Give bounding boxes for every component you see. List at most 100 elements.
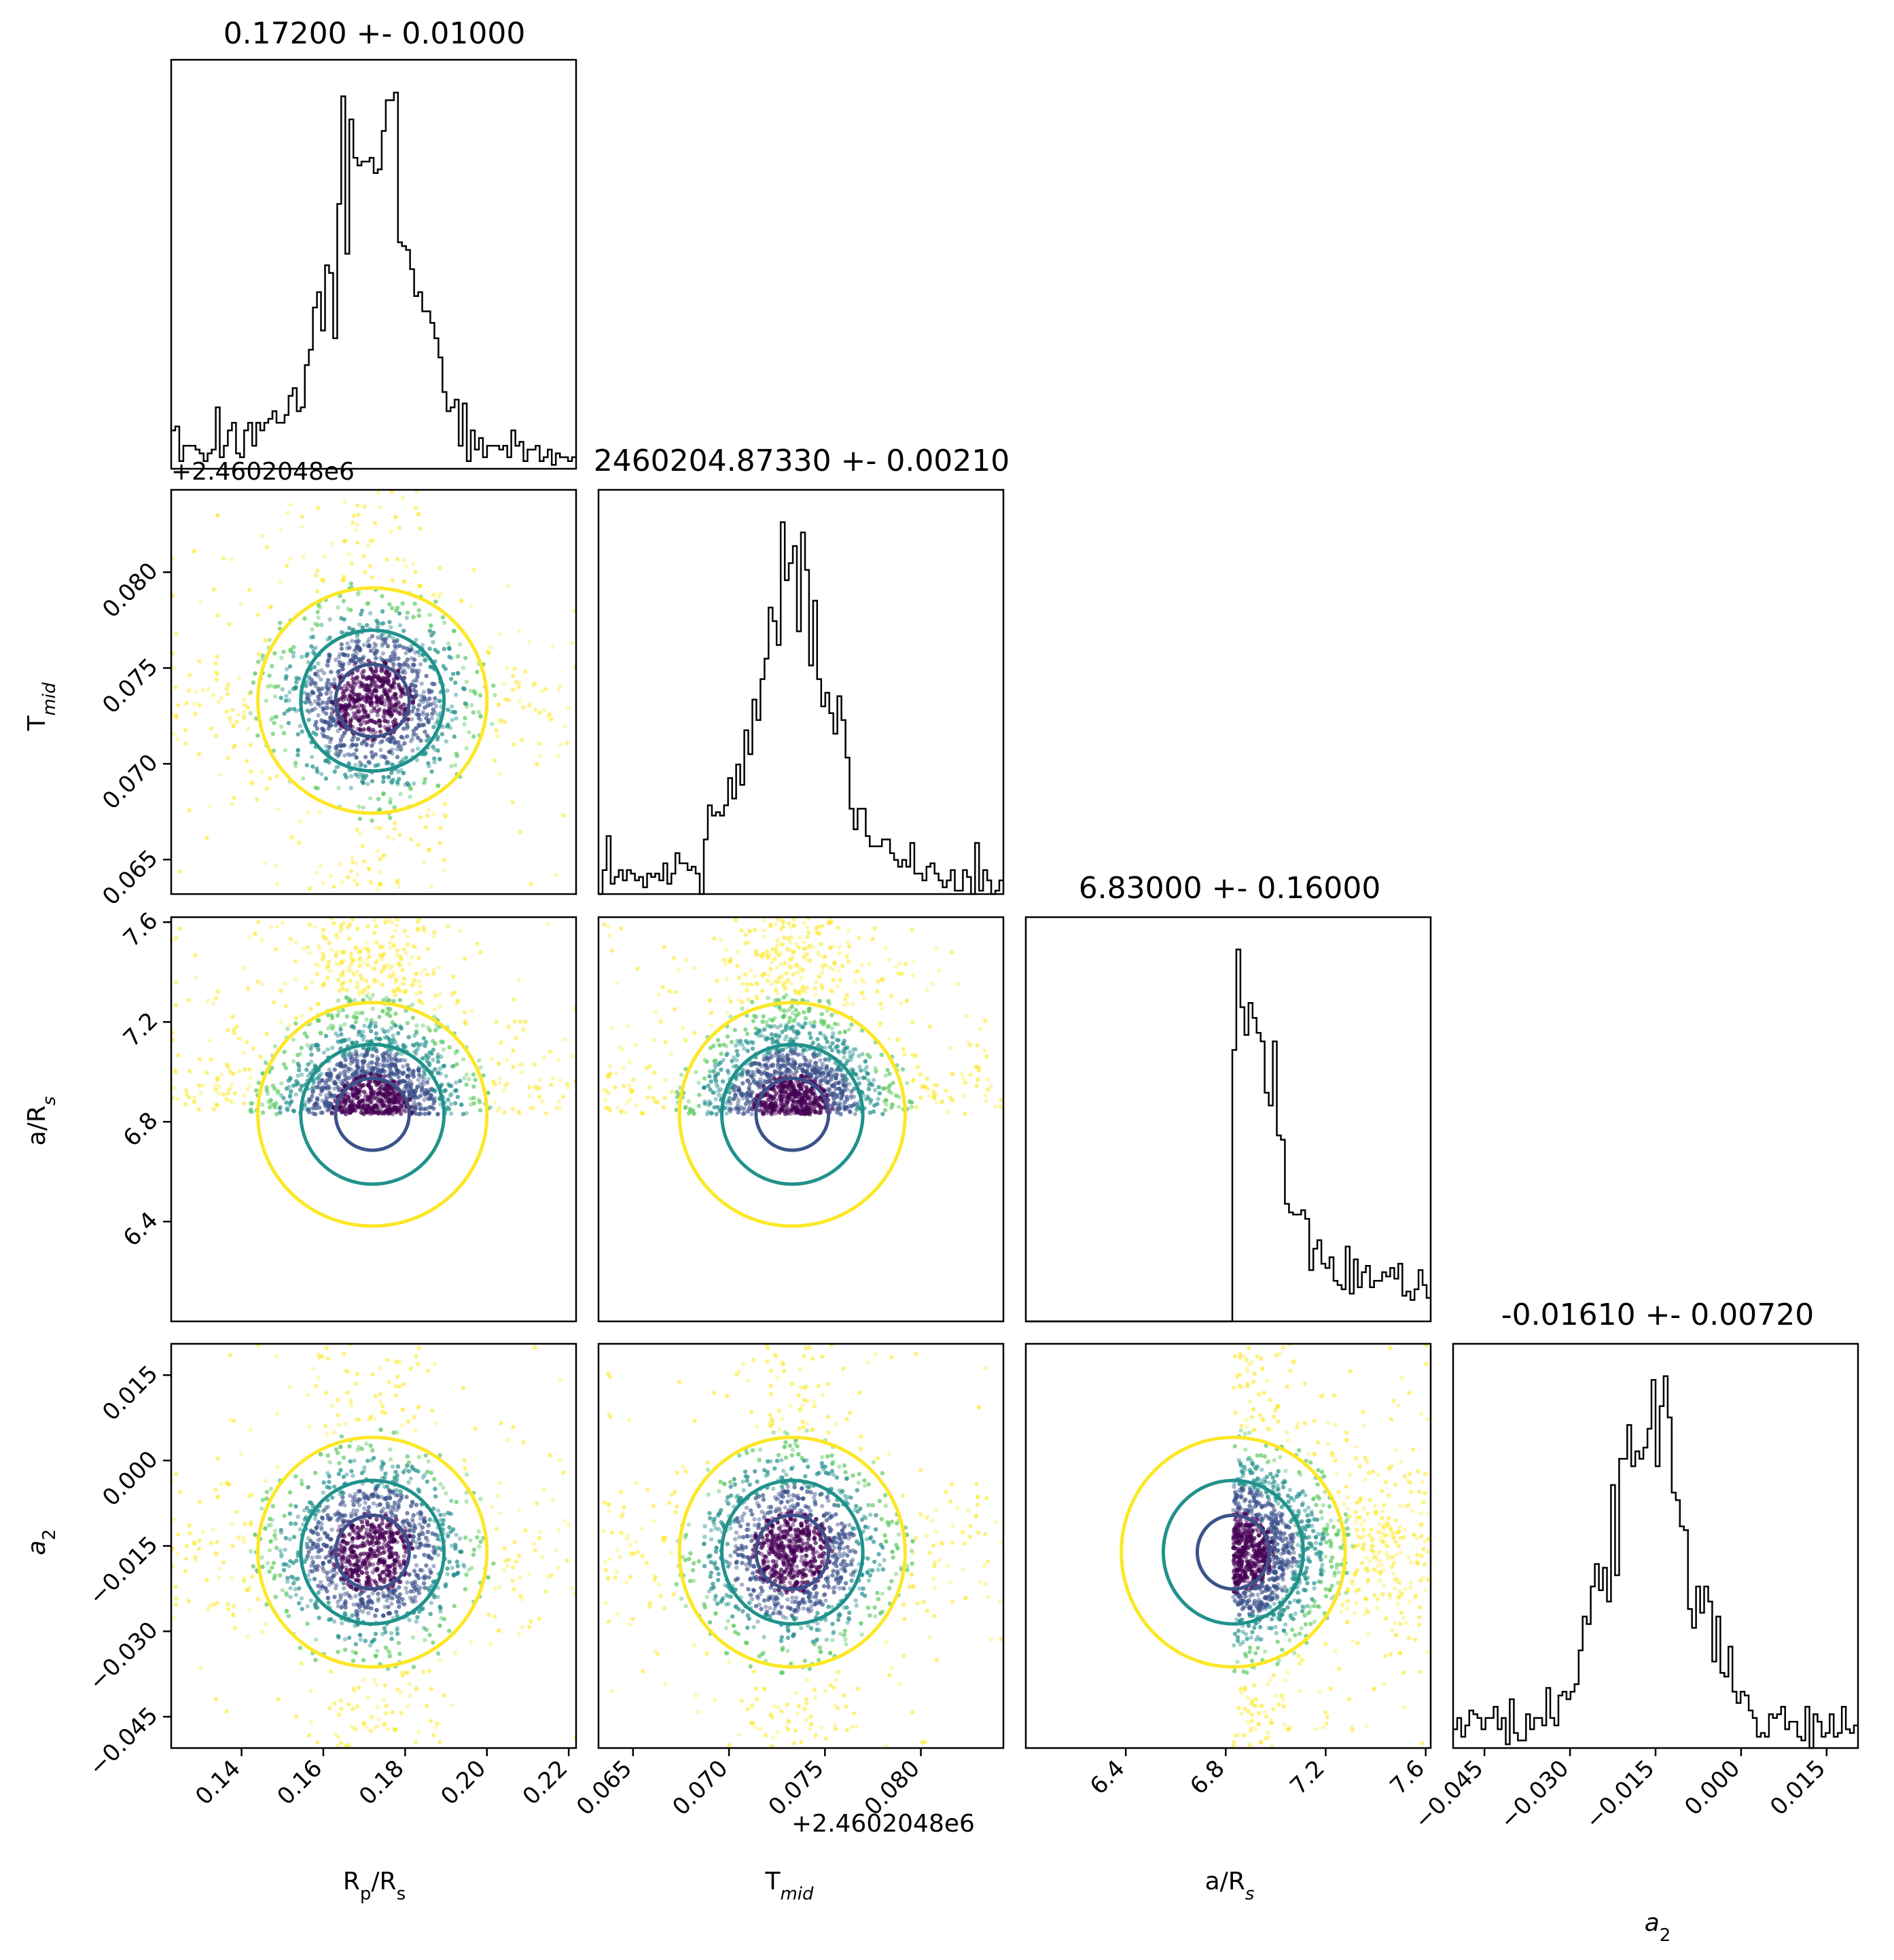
sample-point (325, 963, 331, 968)
sample-point (313, 1101, 318, 1106)
sample-point (296, 753, 300, 758)
sample-point (291, 1083, 296, 1088)
sample-point (416, 722, 421, 728)
sample-point (359, 762, 364, 767)
sample-point (368, 1023, 373, 1028)
sample-point (320, 1078, 325, 1083)
sample-point (349, 658, 354, 663)
sample-point (385, 677, 389, 681)
sample-point (391, 1090, 395, 1095)
sample-point (471, 1101, 477, 1106)
sample-point (272, 684, 277, 690)
sample-point (355, 827, 360, 832)
sample-point (371, 741, 376, 746)
sample-point (429, 702, 433, 707)
sample-point (374, 695, 379, 700)
sample-point (549, 1082, 554, 1087)
sample-point (312, 925, 318, 929)
sample-point (400, 1078, 405, 1084)
sample-point (296, 1052, 300, 1058)
sample-point (297, 1064, 302, 1069)
sample-point (309, 1059, 314, 1065)
sample-point (287, 1094, 293, 1099)
sample-point (351, 1093, 355, 1098)
sample-point (417, 584, 422, 589)
sample-point (429, 1093, 433, 1099)
sample-point (329, 1102, 334, 1107)
sample-point (408, 1082, 413, 1088)
sample-point (332, 1067, 337, 1072)
sample-point (535, 762, 539, 767)
sample-point (393, 514, 398, 520)
sample-point (358, 973, 363, 978)
sample-point (446, 707, 450, 712)
sample-point (395, 638, 399, 643)
sample-point (510, 800, 515, 805)
sample-point (263, 638, 268, 643)
sample-point (387, 671, 392, 676)
sample-point (361, 738, 367, 744)
sample-point (497, 771, 502, 777)
sample-point (437, 1066, 442, 1071)
sample-point (294, 675, 299, 681)
sample-point (373, 1020, 378, 1025)
sample-point (315, 726, 320, 731)
sample-point (284, 563, 289, 568)
sample-point (374, 940, 378, 944)
sample-point (375, 713, 380, 717)
sample-point (443, 666, 448, 671)
sample-point (408, 1097, 412, 1102)
sample-point (418, 526, 423, 531)
sample-point (229, 557, 234, 562)
sample-point (365, 713, 370, 718)
sample-point (315, 589, 320, 594)
sample-point (397, 777, 401, 781)
sample-point (316, 694, 321, 699)
sample-point (348, 999, 353, 1003)
sample-point (398, 955, 403, 959)
sample-point (370, 1046, 375, 1051)
sample-point (323, 1101, 327, 1106)
sample-point (214, 1102, 219, 1107)
sample-point (326, 726, 331, 731)
sample-point (319, 1071, 324, 1076)
sample-point (361, 656, 365, 660)
sample-point (340, 973, 346, 978)
sample-point (412, 505, 417, 510)
sample-point (186, 997, 192, 1003)
sample-point (360, 990, 365, 995)
sample-point (372, 683, 376, 688)
sample-point (325, 681, 329, 686)
sample-point (354, 1015, 359, 1020)
sample-point (325, 678, 331, 683)
sample-point (557, 684, 562, 689)
sample-point (346, 681, 351, 685)
sample-point (431, 967, 436, 973)
sample-point (426, 719, 431, 724)
sample-point (404, 988, 408, 993)
sample-point (478, 1099, 482, 1105)
sample-point (416, 722, 421, 728)
sample-point (326, 1026, 331, 1031)
sample-point (367, 1045, 372, 1050)
sample-point (385, 1094, 391, 1099)
sample-point (333, 1093, 338, 1098)
sample-point (358, 722, 363, 727)
sample-point (315, 769, 320, 774)
sample-point (294, 1079, 299, 1084)
sample-point (213, 996, 218, 1001)
sample-point (325, 678, 331, 683)
sample-point (391, 988, 396, 993)
sample-point (363, 1052, 368, 1057)
sample-point (357, 717, 362, 723)
sample-point (396, 1092, 401, 1097)
sample-point (368, 1021, 374, 1026)
sample-point (341, 1054, 346, 1059)
sample-point (325, 1012, 330, 1018)
sample-point (426, 1090, 431, 1095)
sample-point (340, 971, 345, 976)
sample-point (281, 730, 287, 736)
sample-point (395, 986, 401, 991)
sample-point (393, 692, 398, 697)
sample-point (464, 702, 469, 707)
